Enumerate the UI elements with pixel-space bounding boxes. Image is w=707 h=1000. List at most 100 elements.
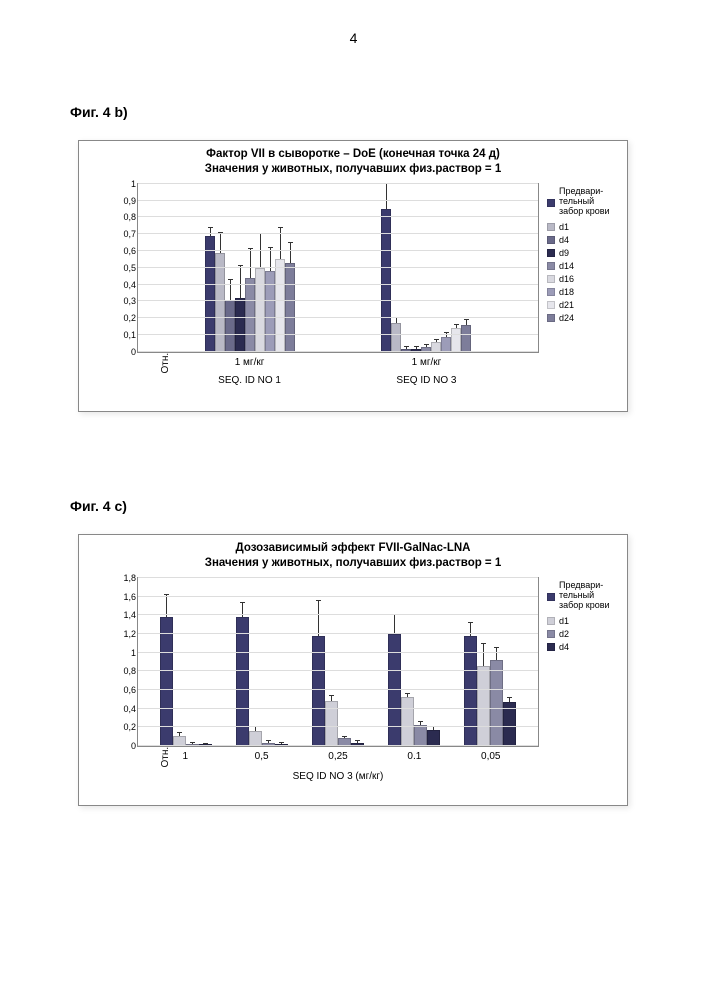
legend-swatch (547, 630, 555, 638)
legend-item: d2 (547, 629, 621, 639)
legend-label: d4 (559, 642, 569, 652)
x-group-label: 0,25 (328, 751, 347, 762)
chart-4c-title: Дозозависимый эффект FVII-GalNac-LNA Зна… (79, 535, 627, 573)
y-tick-label: 0,4 (123, 280, 136, 290)
bar (451, 328, 461, 352)
chart-4c-x-axis: 1 0,5 0,25 0.1 0,05 SEQ ID NO 3 (мг/кг) (137, 747, 539, 793)
chart-4b-plot-area: 00,10,20,30,40,50,60,70,80,91 (137, 183, 539, 353)
bar (427, 730, 440, 746)
x-group-label: 0,5 (255, 751, 269, 762)
figure-4b-label: Фиг. 4 b) (70, 104, 128, 120)
chart-4b-title: Фактор VII в сыворотке – DoE (конечная т… (79, 141, 627, 179)
legend-item: d14 (547, 261, 621, 271)
legend-label: d1 (559, 222, 569, 232)
chart-4b-legend: Предвари-тельныйзабор крови d1 d4 d9 d14 d16 d… (543, 179, 627, 399)
chart-4c-plot-area: 00,20,40,60,811,21,41,61,8 (137, 577, 539, 747)
legend-item: d24 (547, 313, 621, 323)
x-group-label: SEQ ID NO 3 (396, 375, 456, 386)
legend-label: d21 (559, 300, 574, 310)
chart-4c-title-line2: Значения у животных, получавших физ.раст… (205, 557, 502, 569)
bar (477, 666, 490, 746)
x-main-label: SEQ ID NO 3 (мг/кг) (293, 771, 384, 782)
bar (414, 725, 427, 746)
y-tick-label: 0,6 (123, 246, 136, 256)
legend-item: d9 (547, 248, 621, 258)
legend-label: d24 (559, 313, 574, 323)
y-tick-label: 0,8 (123, 212, 136, 222)
y-tick-label: 1,2 (123, 629, 136, 639)
bar (249, 731, 262, 746)
legend-swatch (547, 199, 555, 207)
bar (225, 300, 235, 352)
legend-swatch (547, 275, 555, 283)
legend-item: d21 (547, 300, 621, 310)
y-tick-label: 0,7 (123, 229, 136, 239)
bar (401, 697, 414, 746)
chart-4c-legend: Предвари-тельныйзабор крови d1 d2 d4 (543, 573, 627, 793)
bar (285, 263, 295, 352)
legend-item: d1 (547, 616, 621, 626)
legend-item: d1 (547, 222, 621, 232)
y-tick-label: 0,8 (123, 666, 136, 676)
figure-4c-label: Фиг. 4 с) (70, 498, 127, 514)
bar (490, 660, 503, 746)
y-tick-label: 1 (131, 179, 136, 189)
legend-item: d4 (547, 642, 621, 652)
legend-item: d16 (547, 274, 621, 284)
x-dose-label: 1 мг/кг (235, 357, 265, 368)
legend-title: Предвари-тельныйзабор крови (559, 187, 610, 217)
legend-swatch (547, 593, 555, 601)
chart-4c-title-line1: Дозозависимый эффект FVII-GalNac-LNA (236, 542, 471, 554)
x-group-label: 0.1 (407, 751, 421, 762)
legend-label: d2 (559, 629, 569, 639)
y-tick-label: 0,2 (123, 313, 136, 323)
legend-label: d16 (559, 274, 574, 284)
bar (275, 259, 285, 351)
legend-swatch (547, 301, 555, 309)
y-tick-label: 0 (131, 741, 136, 751)
legend-label: d4 (559, 235, 569, 245)
chart-4b-title-line2: Значения у животных, получавших физ.раст… (205, 163, 502, 175)
page-number: 4 (350, 30, 358, 46)
legend-label: d1 (559, 616, 569, 626)
y-tick-label: 1,8 (123, 573, 136, 583)
bar (503, 702, 516, 746)
y-tick-label: 0,5 (123, 263, 136, 273)
bar (381, 209, 391, 352)
bar (235, 298, 245, 352)
legend-swatch (547, 249, 555, 257)
legend-title: Предвари-тельныйзабор крови (559, 581, 610, 611)
bar-group (381, 209, 471, 352)
x-dose-label: 1 мг/кг (412, 357, 442, 368)
bar (461, 325, 471, 352)
legend-swatch (547, 223, 555, 231)
chart-4b-title-line1: Фактор VII в сыворотке – DoE (конечная т… (206, 148, 500, 160)
y-tick-label: 0,2 (123, 722, 136, 732)
y-tick-label: 0 (131, 347, 136, 357)
y-tick-label: 0,4 (123, 704, 136, 714)
legend-item: d18 (547, 287, 621, 297)
legend-label: d14 (559, 261, 574, 271)
legend-swatch (547, 288, 555, 296)
legend-swatch (547, 643, 555, 651)
legend-swatch (547, 236, 555, 244)
x-group-label: SEQ. ID NO 1 (218, 375, 281, 386)
chart-4c-panel: Дозозависимый эффект FVII-GalNac-LNA Зна… (78, 534, 628, 806)
bar (245, 278, 255, 352)
bar (391, 323, 401, 352)
y-tick-label: 0,3 (123, 296, 136, 306)
x-group-label: 1 (182, 751, 188, 762)
y-tick-label: 1 (131, 648, 136, 658)
legend-swatch (547, 262, 555, 270)
legend-label: d18 (559, 287, 574, 297)
bar (255, 268, 265, 352)
chart-4b-panel: Фактор VII в сыворотке – DoE (конечная т… (78, 140, 628, 412)
y-tick-label: 0,6 (123, 685, 136, 695)
legend-swatch (547, 314, 555, 322)
y-tick-label: 0,9 (123, 196, 136, 206)
x-group-label: 0,05 (481, 751, 500, 762)
bar (441, 337, 451, 352)
y-tick-label: 1,4 (123, 610, 136, 620)
legend-swatch (547, 617, 555, 625)
y-tick-label: 0,1 (123, 330, 136, 340)
